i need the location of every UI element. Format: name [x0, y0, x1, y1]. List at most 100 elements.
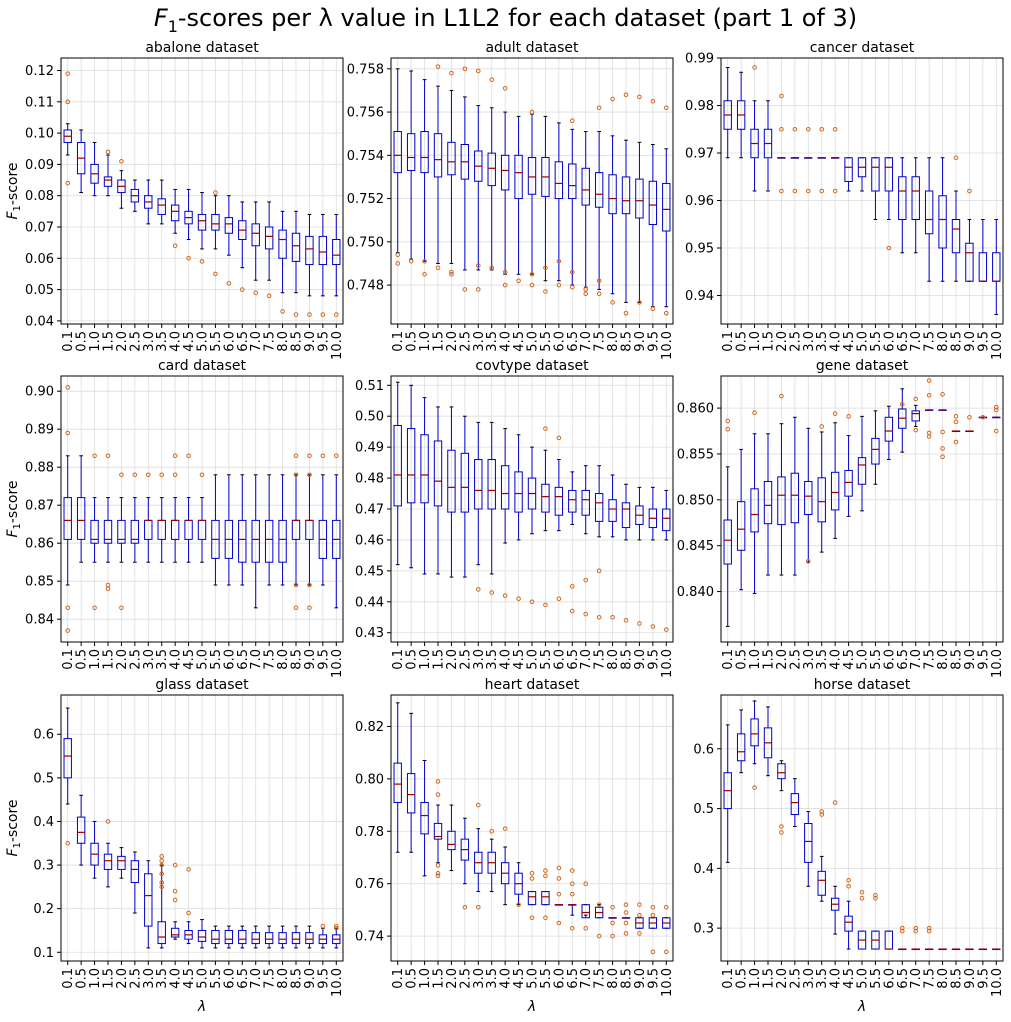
- box-iqr: [844, 157, 853, 182]
- box-6.0: [224, 925, 234, 949]
- flier-point: [543, 426, 548, 431]
- box-1.5: [433, 779, 443, 879]
- box-9.0: [965, 414, 974, 433]
- box-6.5: [238, 474, 247, 586]
- title-f-italic: F: [153, 4, 168, 32]
- x-tick-label: 8.5: [950, 968, 965, 989]
- flier-point: [779, 830, 784, 835]
- title-text: -scores per λ value in L1L2 for each dat…: [177, 4, 858, 32]
- box-7.0: [251, 201, 260, 296]
- x-tick-label: 6.0: [552, 649, 567, 670]
- x-tick-label: 4.5: [182, 649, 197, 670]
- box-5.5: [541, 868, 550, 921]
- box-iqr: [500, 154, 510, 191]
- flier-point: [65, 385, 71, 390]
- x-tick-label: 5.5: [539, 649, 554, 670]
- y-tick-label: 0.43: [355, 626, 384, 641]
- box-10.0: [992, 948, 1001, 951]
- x-tick-label: 2.5: [128, 968, 143, 989]
- box-6.0: [884, 405, 894, 460]
- flier-point: [623, 902, 629, 907]
- box-4.0: [500, 85, 510, 288]
- box-3.5: [817, 809, 826, 902]
- x-tick-label: 5.0: [526, 968, 541, 989]
- x-axis-label: λ: [527, 999, 536, 1015]
- box-iqr: [305, 932, 314, 945]
- box-4.5: [514, 862, 523, 907]
- flier-point: [502, 85, 508, 91]
- x-tick-label: 4.0: [499, 649, 514, 670]
- flier-point: [940, 429, 945, 435]
- flier-point: [569, 881, 575, 886]
- x-tick-label: 0.1: [391, 968, 406, 989]
- box-8.0: [278, 925, 287, 949]
- box-3.5: [157, 179, 166, 225]
- box-8.0: [608, 96, 617, 305]
- flier-point: [159, 871, 165, 877]
- flier-point: [596, 568, 602, 574]
- flier-point: [529, 876, 535, 881]
- box-9.5: [318, 923, 328, 949]
- y-tick-label: 0.78: [355, 825, 384, 840]
- flier-point: [610, 920, 615, 926]
- x-tick-label: 0.1: [721, 331, 736, 352]
- x-tick-label: 4.0: [829, 331, 844, 352]
- flier-point: [610, 96, 615, 102]
- box-3.0: [804, 427, 813, 564]
- box-iqr: [830, 471, 840, 511]
- box-iqr: [406, 428, 416, 504]
- y-tick-label: 0.51: [355, 379, 384, 394]
- flier-point: [543, 289, 548, 294]
- x-tick-label: 9.5: [316, 649, 331, 670]
- x-tick-label: 7.0: [249, 968, 264, 989]
- x-tick-label: 2.5: [458, 968, 473, 989]
- x-tick-label: 2.0: [775, 968, 790, 989]
- box-iqr: [777, 476, 786, 526]
- x-tick-label: 8.5: [620, 968, 635, 989]
- box-iqr: [251, 223, 260, 247]
- flier-point: [529, 271, 535, 277]
- y-tick-label: 0.49: [355, 441, 384, 456]
- box-iqr: [264, 519, 274, 563]
- y-label-rest: -score: [5, 799, 21, 842]
- box-iqr: [790, 793, 800, 816]
- x-tick-label: 4.0: [499, 331, 514, 352]
- box-iqr: [541, 891, 550, 906]
- flier-point: [199, 472, 205, 478]
- x-tick-label: 9.0: [963, 649, 978, 670]
- box-iqr: [871, 437, 880, 465]
- box-9.5: [648, 486, 658, 629]
- box-iqr: [144, 873, 153, 927]
- flier-point: [529, 282, 535, 288]
- flier-point: [967, 414, 972, 420]
- x-tick-label: 2.5: [788, 968, 803, 989]
- x-tick-label: 9.5: [316, 968, 331, 989]
- flier-point: [650, 98, 656, 104]
- x-tick-label: 8.5: [950, 649, 965, 670]
- box-1.0: [90, 453, 99, 611]
- box-8.0: [278, 210, 287, 314]
- flier-point: [569, 269, 575, 275]
- flier-point: [556, 876, 562, 881]
- x-tick-label: 3.0: [472, 331, 487, 352]
- subplot-title: gene dataset: [816, 358, 909, 374]
- y-label-sub: 1: [12, 205, 23, 211]
- box-10.0: [332, 453, 341, 609]
- y-tick-label: 0.44: [355, 595, 384, 610]
- flier-point: [596, 902, 602, 907]
- x-tick-label: 0.5: [405, 968, 420, 989]
- flier-point: [569, 925, 575, 931]
- flier-point: [610, 933, 615, 939]
- x-tick-label: 5.5: [869, 968, 884, 989]
- x-tick-label: 0.1: [391, 331, 406, 352]
- box-iqr: [662, 182, 671, 232]
- box-iqr: [581, 489, 590, 516]
- x-tick-label: 4.0: [169, 649, 184, 670]
- box-4.5: [514, 434, 523, 601]
- subplot-title: card dataset: [158, 358, 247, 374]
- flier-point: [489, 265, 495, 271]
- flier-point: [516, 902, 521, 907]
- y-tick-label: 0.12: [25, 64, 54, 79]
- flier-point: [307, 472, 312, 478]
- x-tick-label: 4.5: [512, 649, 527, 670]
